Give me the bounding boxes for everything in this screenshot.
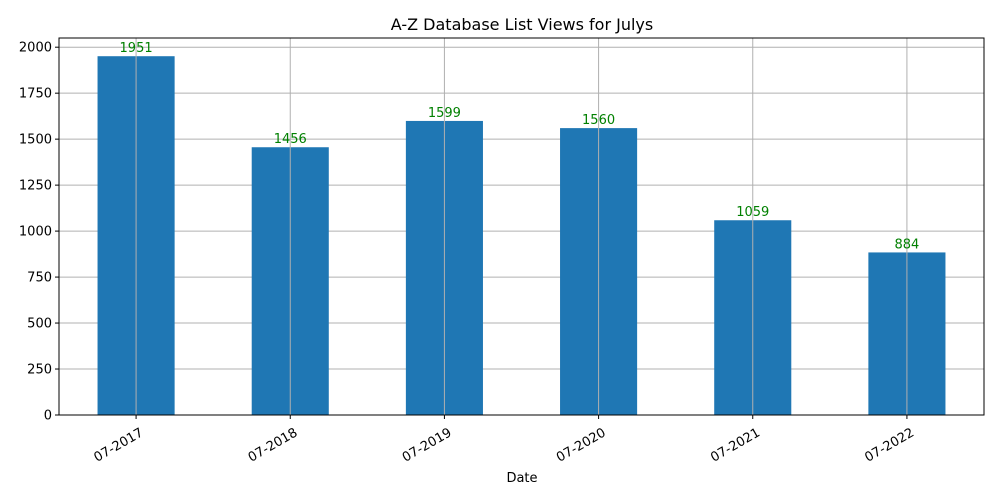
x-tick-label: 07-2020 <box>554 425 609 465</box>
x-axis-label: Date <box>506 471 537 486</box>
y-tick-label: 500 <box>27 317 52 332</box>
y-tick-label: 1250 <box>19 179 52 194</box>
y-tick-label: 0 <box>44 409 52 424</box>
x-tick-label: 07-2019 <box>400 425 455 465</box>
vertical-grid-lines <box>135 38 908 415</box>
data-label: 1456 <box>274 132 307 147</box>
plot-frame <box>58 37 985 416</box>
y-tick-labels: 0 250 500 750 1000 1250 1500 1750 2000 <box>19 41 52 424</box>
y-tick-label: 1750 <box>19 87 52 102</box>
data-label: 1599 <box>428 106 461 121</box>
y-tick-label: 750 <box>27 271 52 286</box>
data-label: 884 <box>895 237 920 252</box>
bars <box>97 56 946 416</box>
x-tick-label: 07-2018 <box>246 425 301 465</box>
grid-lines <box>59 46 984 416</box>
x-tick-labels: 07-2017 07-2018 07-2019 07-2020 07-2021 07-20… <box>92 425 917 465</box>
data-label: 1059 <box>736 205 769 220</box>
y-tick-label: 1000 <box>19 225 52 240</box>
axes <box>55 37 985 419</box>
y-tick-label: 2000 <box>19 41 52 56</box>
data-labels: 1951 1456 1599 1560 1059 884 <box>120 41 920 252</box>
data-label: 1560 <box>582 113 615 128</box>
x-tick-label: 07-2022 <box>862 425 917 465</box>
y-tick-label: 250 <box>27 363 52 378</box>
chart-title: A-Z Database List Views for Julys <box>391 15 653 34</box>
x-tick-label: 07-2021 <box>708 425 763 465</box>
y-tick-label: 1500 <box>19 133 52 148</box>
x-tick-label: 07-2017 <box>92 425 147 465</box>
data-label: 1951 <box>120 41 153 56</box>
